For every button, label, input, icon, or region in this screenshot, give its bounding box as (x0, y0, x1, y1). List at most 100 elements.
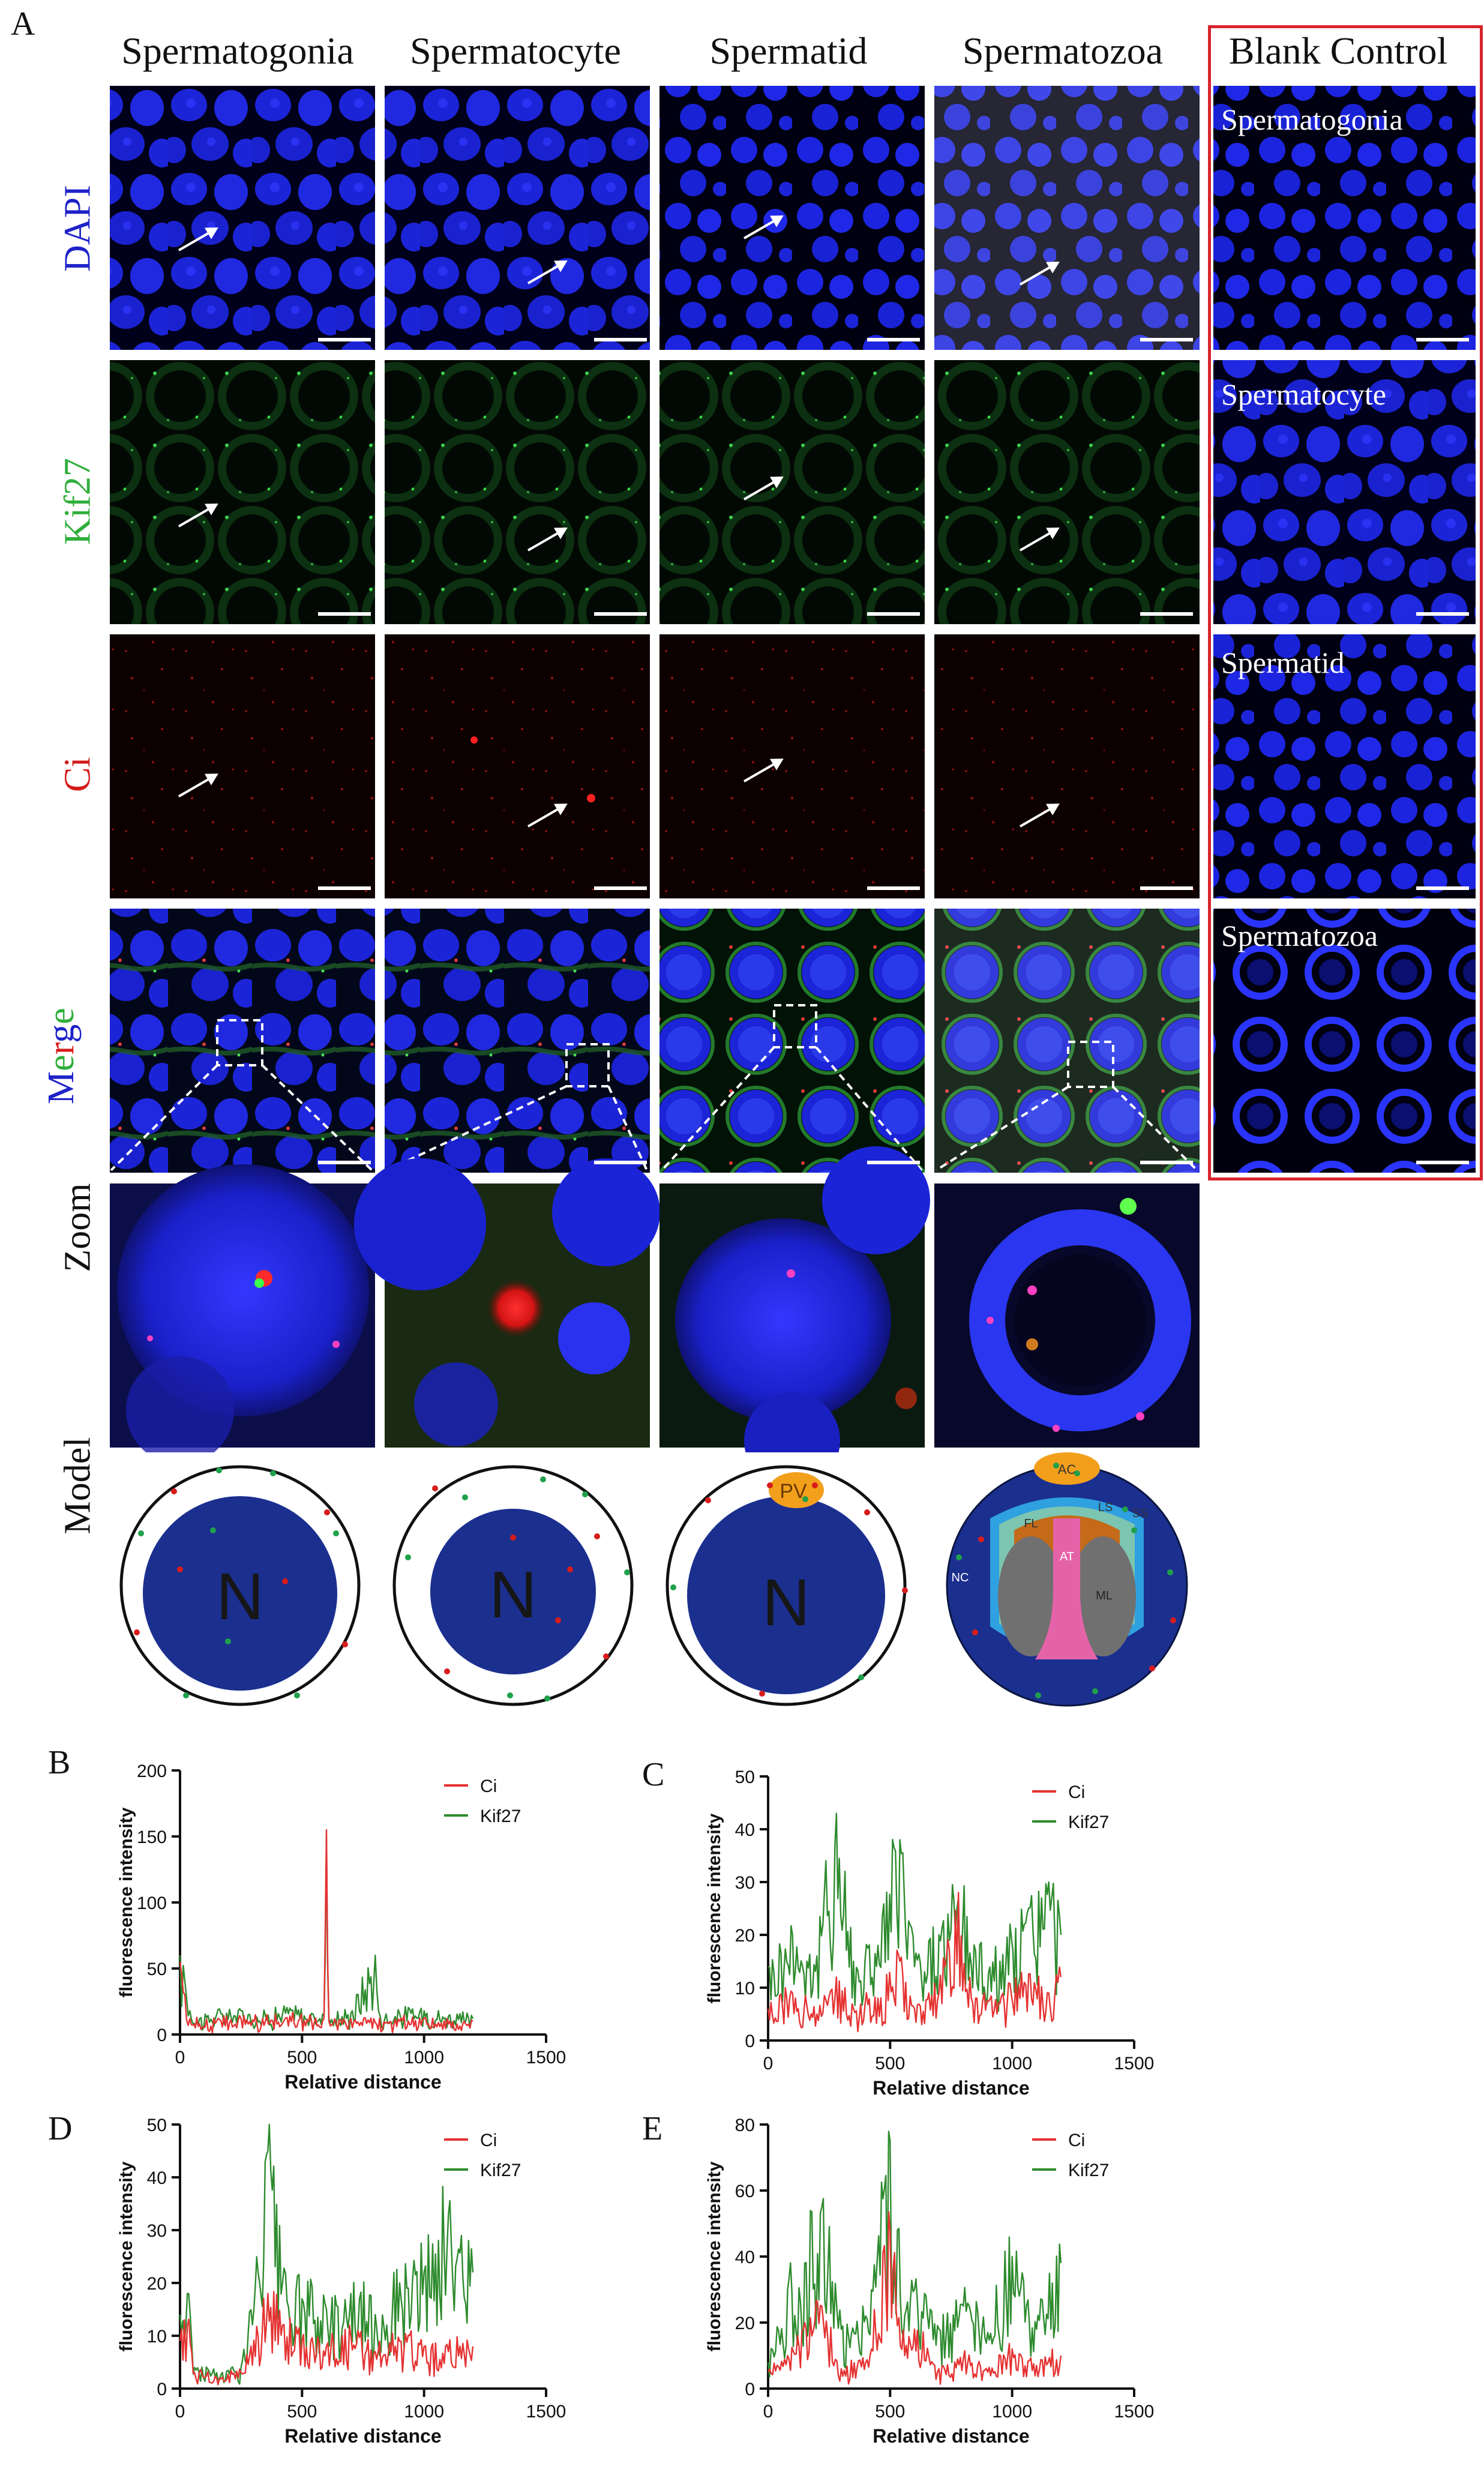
series-line-ci (179, 2291, 474, 2386)
y-tick-label: 150 (137, 1827, 167, 1847)
tile-blank-spermatocyte (1213, 360, 1476, 624)
blank-label-spermatocyte: Spermatocyte (1221, 377, 1386, 411)
panel-letter-d: D (48, 2110, 73, 2147)
y-tick-label: 0 (745, 2380, 755, 2399)
y-tick-label: 0 (745, 2031, 755, 2051)
tile-merge-spermatogonia (110, 909, 375, 1173)
x-tick-label: 500 (287, 2402, 317, 2422)
x-tick-label: 0 (175, 2402, 185, 2422)
ci-dot-spermatocyte-a (470, 736, 478, 744)
y-axis-label: fluorescence intensity (704, 2161, 724, 2351)
model-spermatocyte: N (392, 1465, 634, 1706)
ac-label: AC (1058, 1462, 1077, 1477)
tile-ci-spermatogonia (110, 634, 375, 898)
ss-label: SS (1132, 1507, 1149, 1520)
fl-label: FL (1024, 1517, 1038, 1530)
tile-blank-spermatozoa (1213, 909, 1476, 1173)
scalebar (594, 338, 647, 341)
y-tick-label: 40 (735, 1820, 755, 1840)
legend-label-kif27: Kif27 (480, 2161, 521, 2180)
column-header-spermatid: Spermatid (709, 29, 868, 72)
row-label-merge: Merge (36, 906, 90, 1170)
chart-b: 0 50 100 150 200 0 500 1000 1500 Relative distanc… (116, 1761, 566, 2093)
blank-control-title: Blank Control (1228, 29, 1448, 72)
tile-blank-spermatid (1213, 634, 1476, 898)
merge-label-r: r (41, 1042, 82, 1054)
tile-merge-spermatid (659, 909, 925, 1173)
scalebar (1416, 886, 1469, 890)
tile-kif27-spermatozoa (934, 360, 1200, 624)
legend-label-ci: Ci (480, 1776, 497, 1796)
tile-ci-spermatid (659, 634, 925, 898)
y-tick-label: 20 (147, 2274, 167, 2294)
scalebar (318, 338, 371, 341)
panel-letter-c: C (642, 1756, 665, 1793)
y-tick-label: 0 (157, 2380, 167, 2399)
scalebar (1416, 338, 1469, 341)
model-spermatid: PV N (665, 1465, 908, 1706)
y-tick-label: 40 (735, 2248, 755, 2267)
scalebar (1140, 1161, 1193, 1164)
ci-dot-spermatocyte-b (587, 794, 595, 802)
x-tick-label: 1500 (526, 2048, 566, 2068)
x-tick-label: 0 (763, 2054, 774, 2074)
y-tick-label: 10 (735, 1979, 755, 1998)
legend-label-ci: Ci (480, 2131, 497, 2150)
tile-kif27-spermatocyte (385, 360, 650, 624)
y-tick-label: 0 (157, 2025, 167, 2045)
tile-kif27-spermatogonia (110, 360, 375, 624)
tile-dapi-spermatogonia (110, 86, 375, 350)
x-tick-label: 1000 (992, 2402, 1032, 2422)
panel-letter-a: A (11, 5, 35, 43)
y-tick-label: 40 (147, 2168, 167, 2188)
nucleus-label-spermatocyte: N (489, 1558, 536, 1632)
y-tick-label: 100 (137, 1893, 167, 1913)
scalebar (594, 886, 647, 890)
scalebar (1140, 886, 1193, 890)
legend-label-kif27: Kif27 (1068, 1812, 1109, 1832)
scalebar (594, 1161, 647, 1164)
y-axis-label: fluorescence intensity (116, 2161, 136, 2351)
y-tick-label: 30 (735, 1873, 755, 1893)
x-tick-label: 0 (763, 2402, 774, 2422)
x-tick-label: 1500 (1114, 2054, 1155, 2074)
svg-text:Merge: Merge (41, 1008, 82, 1104)
y-axis-label: fluorescence intensity (704, 1813, 724, 2003)
scalebar (867, 886, 920, 890)
y-tick-label: 10 (147, 2327, 167, 2347)
column-header-spermatogonia: Spermatogonia (121, 29, 354, 72)
scalebar (318, 612, 371, 616)
column-header-spermatozoa: Spermatozoa (962, 29, 1164, 72)
y-tick-label: 60 (735, 2182, 755, 2201)
series-line-ci (767, 2211, 1062, 2385)
merge-label-svg: Merge (41, 1008, 82, 1104)
x-tick-label: 0 (175, 2048, 185, 2068)
scalebar (1140, 612, 1193, 616)
tile-ci-spermatozoa (934, 634, 1200, 898)
nucleus-label-spermatid: N (762, 1566, 810, 1640)
scalebar (594, 612, 647, 616)
legend-label-kif27: Kif27 (480, 1806, 521, 1826)
tile-merge-spermatozoa (934, 909, 1200, 1173)
model-row: N N PV N (119, 1452, 1188, 1707)
series-line-kif27 (768, 1812, 1062, 2012)
legend-label-ci: Ci (1068, 1782, 1085, 1802)
tile-dapi-spermatid (659, 86, 925, 350)
x-axis-label: Relative distance (284, 2071, 441, 2093)
series-line-kif27 (767, 2131, 1062, 2378)
tile-merge-spermatocyte (385, 909, 650, 1173)
scalebar (867, 1161, 920, 1164)
scalebar (1140, 338, 1193, 341)
microscopy-grid (110, 86, 1476, 1452)
x-tick-label: 500 (287, 2048, 317, 2068)
nc-label: NC (952, 1571, 969, 1584)
y-tick-label: 50 (735, 1767, 755, 1787)
series-line-ci (179, 1829, 473, 2034)
merge-label-g: g (41, 1024, 82, 1043)
x-axis-label: Relative distance (873, 2077, 1029, 2099)
y-tick-label: 80 (735, 2116, 755, 2135)
blank-label-spermatid: Spermatid (1221, 646, 1345, 679)
tile-ci-spermatocyte (385, 634, 650, 898)
merge-label-e1: e (41, 1054, 82, 1071)
